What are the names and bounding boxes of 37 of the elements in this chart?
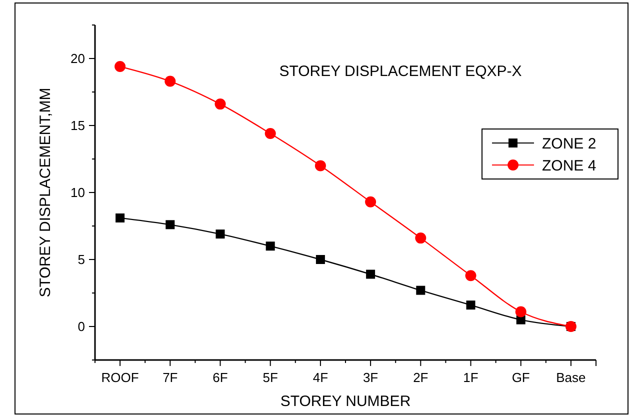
point [264,128,276,140]
x-tick-label: ROOF [101,370,139,385]
x-tick-label: 5F [262,370,278,385]
y-tick-label: 0 [78,319,85,334]
x-tick-label: Base [556,370,586,385]
x-tick-label: GF [512,370,530,385]
point [366,270,376,279]
x-tick-label: 2F [413,370,428,385]
y-axis-title: STOREY DISPLACEMENT,MM [37,88,54,298]
y-tick-label: 15 [70,118,85,134]
point [216,230,225,239]
point [515,306,526,318]
point [166,220,175,230]
x-axis-title: STOREY NUMBER [280,393,411,410]
x-tick-label: 3F [362,370,378,385]
point [214,98,226,110]
x-tick-label: 7F [162,370,178,385]
point [164,76,176,87]
point [416,286,426,295]
point [466,300,476,310]
point [116,213,125,222]
text: STOREY DISPLACEMENT EQXP-X [279,63,522,80]
x-tick-label: 1F [463,370,478,385]
point [314,160,326,172]
point [365,196,376,208]
legend-label: ZONE 2 [542,135,596,152]
point [465,270,476,282]
y-tick-label: 20 [70,51,85,66]
x-tick-label: 6F [212,370,228,385]
point [316,255,325,264]
y-tick-label: 10 [70,185,85,200]
y-tick-label: 5 [78,252,85,268]
point [266,242,275,251]
point [114,61,126,72]
legend-label: ZONE 4 [542,157,596,174]
point [415,232,426,244]
x-tick-label: 4F [312,370,328,385]
